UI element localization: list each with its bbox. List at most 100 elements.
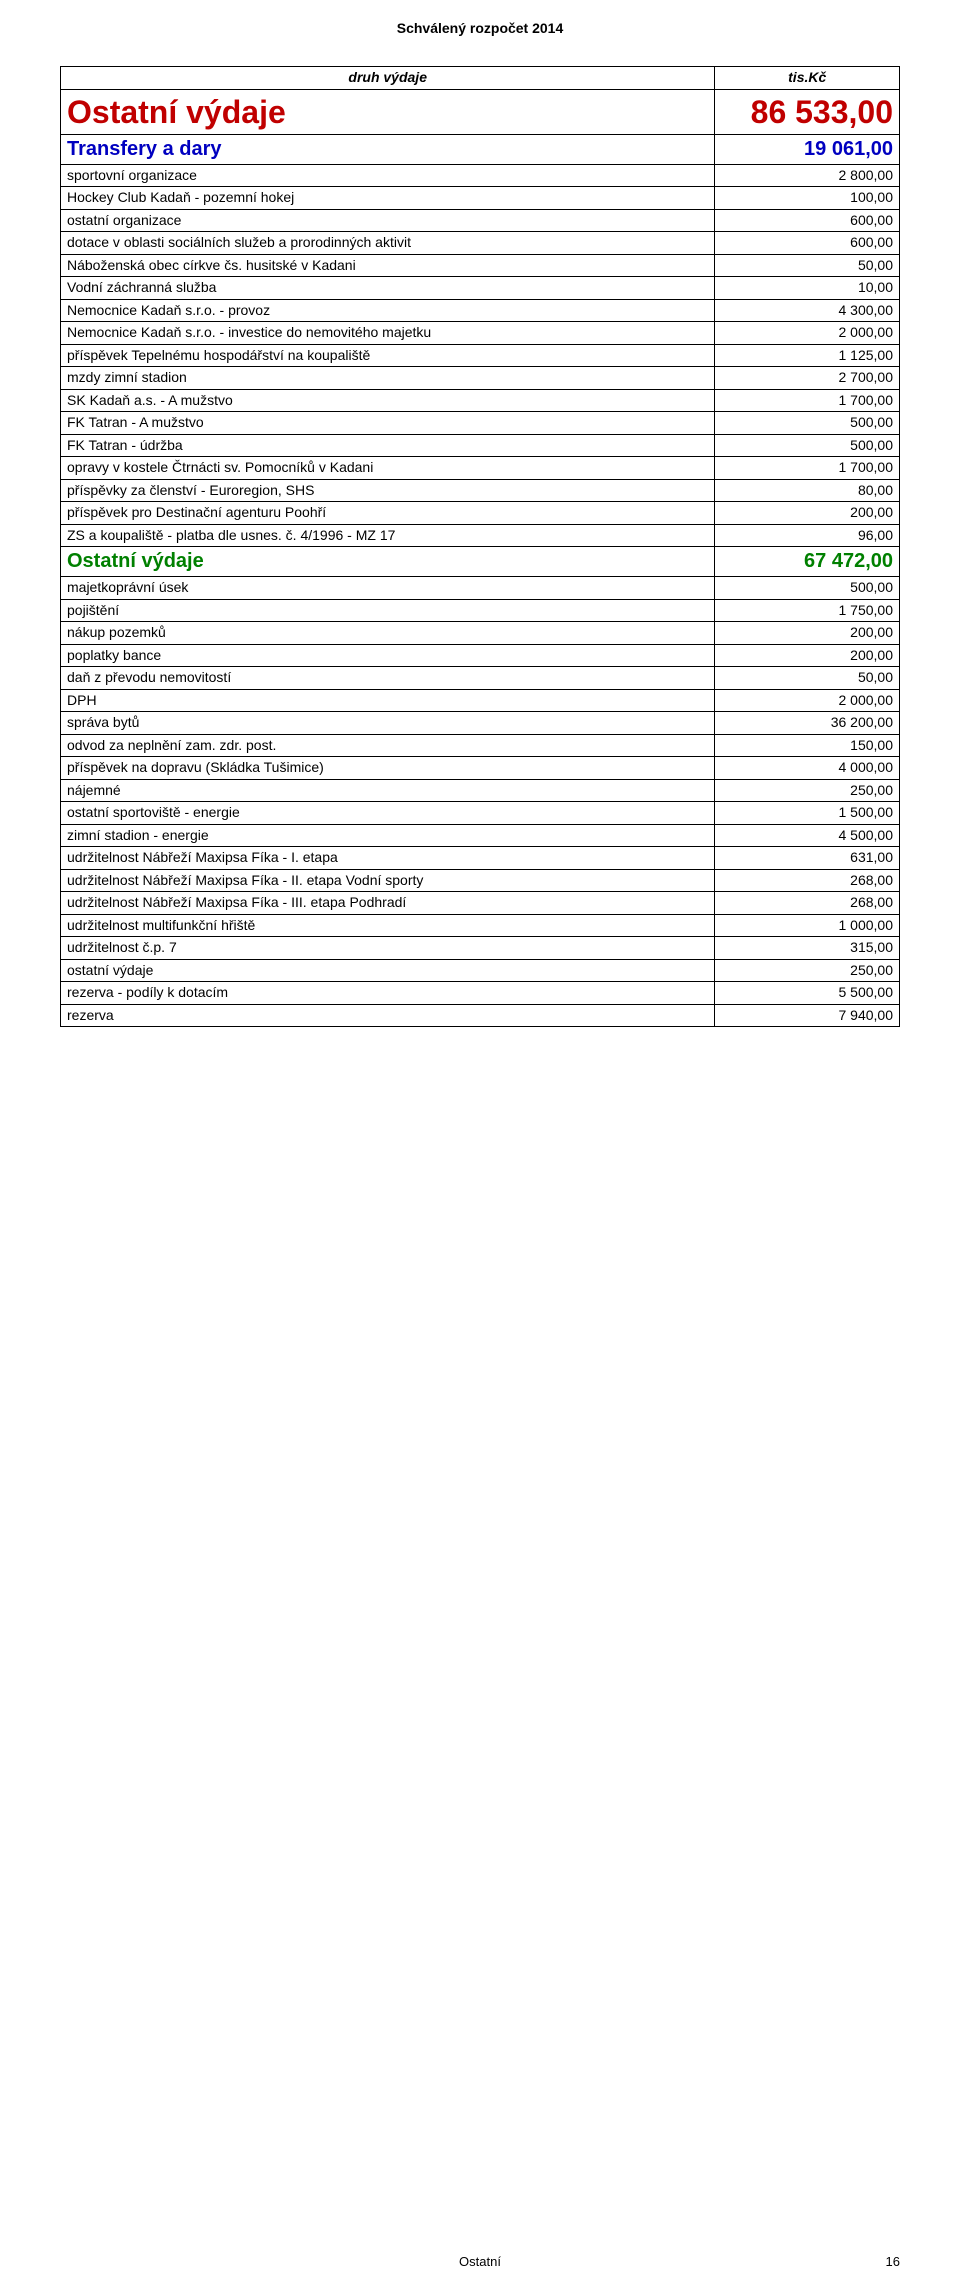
- row-value: 1 700,00: [715, 389, 900, 412]
- row-value: 1 750,00: [715, 599, 900, 622]
- main-title-label: Ostatní výdaje: [61, 89, 715, 134]
- section1-label: Transfery a dary: [61, 134, 715, 164]
- row-label: zimní stadion - energie: [61, 824, 715, 847]
- table-row: daň z převodu nemovitostí50,00: [61, 667, 900, 690]
- footer-center-text: Ostatní: [0, 2254, 960, 2269]
- table-row: udržitelnost Nábřeží Maxipsa Fíka - III.…: [61, 892, 900, 915]
- row-label: poplatky bance: [61, 644, 715, 667]
- row-label: Nemocnice Kadaň s.r.o. - investice do ne…: [61, 322, 715, 345]
- row-value: 600,00: [715, 232, 900, 255]
- row-value: 2 000,00: [715, 322, 900, 345]
- page-footer: Ostatní 16: [0, 2254, 960, 2274]
- main-title-value: 86 533,00: [715, 89, 900, 134]
- row-value: 100,00: [715, 187, 900, 210]
- row-value: 4 000,00: [715, 757, 900, 780]
- table-row: pojištění1 750,00: [61, 599, 900, 622]
- col-header-value: tis.Kč: [715, 67, 900, 90]
- document-header: Schválený rozpočet 2014: [60, 20, 900, 36]
- table-row: správa bytů36 200,00: [61, 712, 900, 735]
- row-label: ostatní organizace: [61, 209, 715, 232]
- column-headers-row: druh výdaje tis.Kč: [61, 67, 900, 90]
- row-value: 268,00: [715, 892, 900, 915]
- row-label: dotace v oblasti sociálních služeb a pro…: [61, 232, 715, 255]
- row-label: příspěvek na dopravu (Skládka Tušimice): [61, 757, 715, 780]
- table-row: nákup pozemků200,00: [61, 622, 900, 645]
- table-row: FK Tatran - A mužstvo500,00: [61, 412, 900, 435]
- row-label: sportovní organizace: [61, 164, 715, 187]
- row-value: 1 000,00: [715, 914, 900, 937]
- table-row: poplatky bance200,00: [61, 644, 900, 667]
- section-transfery-a-dary: Transfery a dary 19 061,00: [61, 134, 900, 164]
- table-row: mzdy zimní stadion2 700,00: [61, 367, 900, 390]
- table-row: SK Kadaň a.s. - A mužstvo1 700,00: [61, 389, 900, 412]
- row-value: 268,00: [715, 869, 900, 892]
- table-row: nájemné250,00: [61, 779, 900, 802]
- row-value: 7 940,00: [715, 1004, 900, 1027]
- table-row: příspěvek na dopravu (Skládka Tušimice)4…: [61, 757, 900, 780]
- row-label: udržitelnost multifunkční hřiště: [61, 914, 715, 937]
- col-header-label: druh výdaje: [61, 67, 715, 90]
- table-row: ZS a koupaliště - platba dle usnes. č. 4…: [61, 524, 900, 547]
- row-value: 500,00: [715, 412, 900, 435]
- row-label: odvod za neplnění zam. zdr. post.: [61, 734, 715, 757]
- section-ostatni-vydaje: Ostatní výdaje 67 472,00: [61, 547, 900, 577]
- row-value: 631,00: [715, 847, 900, 870]
- section2-label: Ostatní výdaje: [61, 547, 715, 577]
- row-value: 50,00: [715, 254, 900, 277]
- section2-value: 67 472,00: [715, 547, 900, 577]
- table-row: Náboženská obec církve čs. husitské v Ka…: [61, 254, 900, 277]
- section2-rows: majetkoprávní úsek500,00pojištění1 750,0…: [61, 577, 900, 1027]
- row-label: příspěvek Tepelnému hospodářství na koup…: [61, 344, 715, 367]
- row-value: 200,00: [715, 622, 900, 645]
- row-label: DPH: [61, 689, 715, 712]
- table-row: příspěvek Tepelnému hospodářství na koup…: [61, 344, 900, 367]
- row-label: udržitelnost Nábřeží Maxipsa Fíka - II. …: [61, 869, 715, 892]
- table-row: DPH2 000,00: [61, 689, 900, 712]
- table-row: dotace v oblasti sociálních služeb a pro…: [61, 232, 900, 255]
- row-value: 4 500,00: [715, 824, 900, 847]
- row-label: udržitelnost Nábřeží Maxipsa Fíka - I. e…: [61, 847, 715, 870]
- table-row: Nemocnice Kadaň s.r.o. - investice do ne…: [61, 322, 900, 345]
- row-label: Hockey Club Kadaň - pozemní hokej: [61, 187, 715, 210]
- table-row: udržitelnost multifunkční hřiště1 000,00: [61, 914, 900, 937]
- table-row: rezerva7 940,00: [61, 1004, 900, 1027]
- main-title-row: Ostatní výdaje 86 533,00: [61, 89, 900, 134]
- row-value: 10,00: [715, 277, 900, 300]
- table-row: Vodní záchranná služba10,00: [61, 277, 900, 300]
- row-value: 200,00: [715, 502, 900, 525]
- row-label: nájemné: [61, 779, 715, 802]
- row-label: nákup pozemků: [61, 622, 715, 645]
- footer-page-number: 16: [886, 2254, 900, 2269]
- section1-rows: sportovní organizace2 800,00Hockey Club …: [61, 164, 900, 547]
- table-row: Hockey Club Kadaň - pozemní hokej100,00: [61, 187, 900, 210]
- row-value: 80,00: [715, 479, 900, 502]
- table-row: ostatní sportoviště - energie1 500,00: [61, 802, 900, 825]
- row-value: 500,00: [715, 577, 900, 600]
- row-label: příspěvek pro Destinační agenturu Poohří: [61, 502, 715, 525]
- row-value: 5 500,00: [715, 982, 900, 1005]
- row-value: 2 700,00: [715, 367, 900, 390]
- row-label: rezerva: [61, 1004, 715, 1027]
- row-label: majetkoprávní úsek: [61, 577, 715, 600]
- row-label: daň z převodu nemovitostí: [61, 667, 715, 690]
- row-label: mzdy zimní stadion: [61, 367, 715, 390]
- row-label: udržitelnost č.p. 7: [61, 937, 715, 960]
- page: Schválený rozpočet 2014 druh výdaje tis.…: [0, 0, 960, 1654]
- table-row: udržitelnost Nábřeží Maxipsa Fíka - I. e…: [61, 847, 900, 870]
- row-label: pojištění: [61, 599, 715, 622]
- table-row: odvod za neplnění zam. zdr. post.150,00: [61, 734, 900, 757]
- row-label: FK Tatran - údržba: [61, 434, 715, 457]
- table-row: příspěvky za členství - Euroregion, SHS8…: [61, 479, 900, 502]
- row-value: 150,00: [715, 734, 900, 757]
- row-value: 96,00: [715, 524, 900, 547]
- row-value: 1 700,00: [715, 457, 900, 480]
- row-label: ostatní sportoviště - energie: [61, 802, 715, 825]
- row-value: 50,00: [715, 667, 900, 690]
- row-value: 1 125,00: [715, 344, 900, 367]
- row-value: 500,00: [715, 434, 900, 457]
- table-row: příspěvek pro Destinační agenturu Poohří…: [61, 502, 900, 525]
- section1-value: 19 061,00: [715, 134, 900, 164]
- row-value: 200,00: [715, 644, 900, 667]
- row-label: rezerva - podíly k dotacím: [61, 982, 715, 1005]
- table-row: zimní stadion - energie4 500,00: [61, 824, 900, 847]
